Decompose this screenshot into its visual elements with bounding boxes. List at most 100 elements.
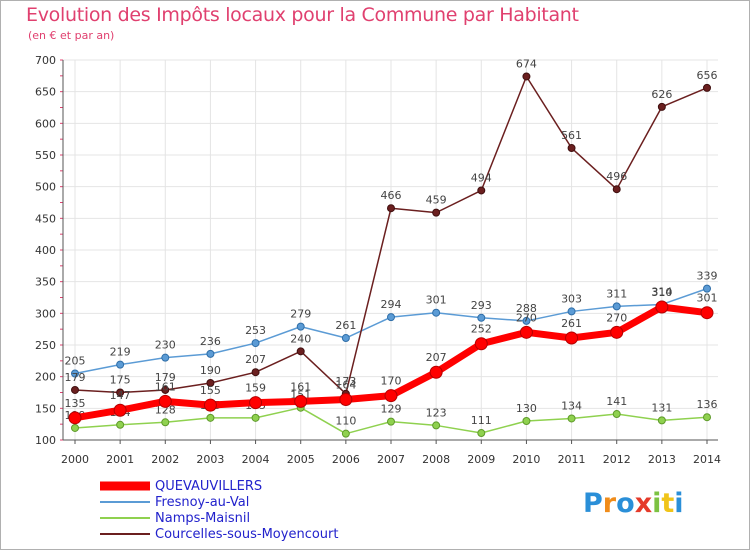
data-label: 261	[561, 317, 582, 330]
data-point	[703, 413, 711, 422]
data-label: 301	[697, 292, 718, 305]
data-label: 288	[516, 302, 537, 315]
data-label: 170	[381, 375, 402, 388]
data-point	[610, 325, 624, 339]
y-tick-label: 500	[35, 181, 56, 194]
data-label: 252	[471, 323, 492, 336]
series-layer: 1191241281351351511101291231111301341411…	[65, 57, 718, 438]
data-point	[116, 388, 125, 397]
data-point	[477, 313, 486, 322]
y-tick-label: 450	[35, 212, 56, 225]
data-point	[474, 337, 488, 351]
data-label: 173	[335, 375, 356, 388]
data-point	[341, 334, 350, 343]
data-label: 179	[65, 371, 86, 384]
data-label: 279	[290, 308, 311, 321]
data-label: 496	[606, 170, 627, 183]
x-tick-label: 2011	[558, 453, 586, 466]
data-point	[387, 417, 395, 426]
data-label: 207	[245, 353, 266, 366]
data-point	[567, 144, 576, 153]
data-label: 240	[290, 332, 311, 345]
data-label: 179	[155, 371, 176, 384]
data-label: 261	[335, 319, 356, 332]
data-label: 230	[155, 339, 176, 352]
data-label: 111	[471, 414, 492, 427]
data-point	[703, 83, 711, 92]
x-axis-tick-labels: 2000 2001 2002 2003 2004 2005 2006 2007 2008 2009…	[61, 453, 721, 466]
data-label: 294	[381, 298, 402, 311]
data-label: 314	[651, 285, 672, 298]
y-tick-label: 600	[35, 117, 56, 130]
data-point	[161, 353, 170, 362]
legend-label: Courcelles-sous-Moyencourt	[155, 527, 338, 542]
data-point	[339, 392, 353, 406]
x-tick-label: 2012	[603, 453, 631, 466]
data-point	[567, 307, 576, 316]
data-point	[251, 339, 260, 348]
data-point	[384, 389, 398, 403]
x-tick-label: 2006	[332, 453, 360, 466]
legend-label: Fresnoy-au-Val	[155, 495, 249, 510]
data-point	[522, 316, 531, 325]
data-label: 466	[381, 189, 402, 202]
data-label: 561	[561, 129, 582, 142]
legend-item: Fresnoy-au-Val	[100, 495, 249, 510]
data-label: 205	[65, 355, 86, 368]
data-point	[657, 102, 666, 111]
data-label: 656	[697, 69, 718, 82]
data-point	[477, 186, 486, 195]
data-point	[432, 308, 441, 317]
data-point	[432, 208, 441, 217]
x-tick-label: 2014	[693, 453, 721, 466]
data-point	[519, 325, 533, 339]
data-point	[113, 403, 127, 417]
data-label: 155	[200, 384, 221, 397]
y-axis-tick-labels: 100 150 200 250 300 350 400 450 500 550 600 650 700	[35, 54, 56, 447]
data-point	[657, 416, 666, 425]
data-label: 147	[110, 389, 131, 402]
data-label: 339	[697, 270, 718, 283]
data-point	[341, 429, 350, 438]
data-point	[703, 284, 711, 293]
data-point	[612, 302, 621, 311]
data-point	[206, 349, 215, 358]
logo-letter: P	[583, 488, 603, 519]
data-point	[294, 394, 308, 408]
data-point	[206, 413, 215, 422]
data-label: 674	[516, 57, 537, 70]
data-point	[522, 72, 531, 81]
y-tick-label: 250	[35, 339, 56, 352]
data-label: 253	[245, 324, 266, 337]
data-point	[116, 360, 125, 369]
legend: QUEVAUVILLERSFresnoy-au-ValNamps-Maisnil…	[100, 479, 338, 542]
data-label: 190	[200, 364, 221, 377]
y-tick-label: 100	[35, 434, 56, 447]
data-label: 131	[651, 401, 672, 414]
data-point	[655, 300, 669, 314]
data-point	[161, 385, 170, 394]
data-point	[251, 368, 260, 377]
data-label: 270	[606, 311, 627, 324]
data-point	[71, 423, 79, 432]
data-point	[206, 379, 215, 387]
logo-letter: i	[674, 488, 684, 519]
data-point	[387, 204, 395, 213]
y-tick-label: 650	[35, 86, 56, 99]
logo-letter: i	[652, 488, 662, 519]
data-label: 128	[155, 403, 176, 416]
y-tick-label: 550	[35, 149, 56, 162]
data-label: 141	[606, 395, 627, 408]
logo-letter: o	[616, 488, 635, 519]
data-point	[71, 385, 79, 394]
data-point	[203, 398, 217, 412]
x-tick-label: 2003	[196, 453, 224, 466]
data-label: 459	[426, 194, 447, 207]
data-point	[249, 396, 263, 410]
x-tick-label: 2008	[422, 453, 450, 466]
x-tick-label: 2009	[467, 453, 495, 466]
data-label: 164	[335, 378, 356, 391]
data-point	[432, 421, 441, 430]
data-point	[387, 313, 395, 322]
